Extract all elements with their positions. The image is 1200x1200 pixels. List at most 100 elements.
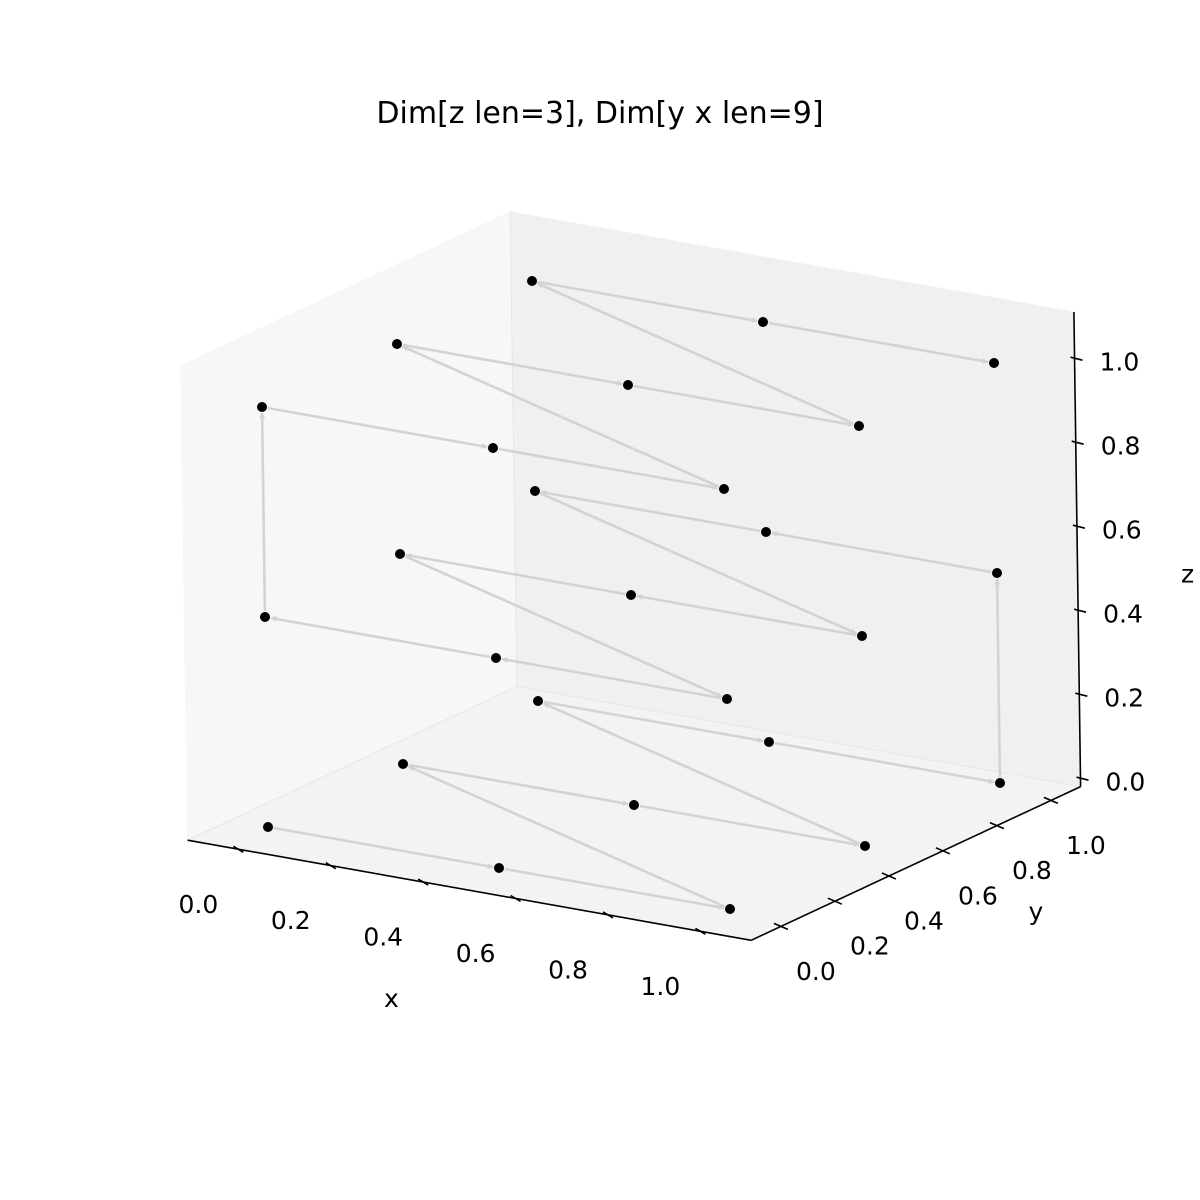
x-tick-mark (510, 894, 522, 903)
y-tick-label: 0.4 (904, 907, 944, 936)
x-tick-mark (602, 911, 614, 919)
data-point (623, 380, 633, 390)
y-tick-label: 1.0 (1066, 831, 1106, 860)
path-arrow (994, 578, 1002, 778)
data-point (488, 443, 498, 453)
path-arrow (501, 656, 722, 700)
path-arrow (259, 412, 267, 612)
pane-seam-back-floor (516, 686, 1081, 788)
data-point (764, 737, 774, 747)
y-tick-label: 0.2 (850, 932, 890, 961)
y-tick-label: 0.0 (796, 957, 836, 986)
y-axis-label: y (1029, 897, 1044, 926)
path-arrow (774, 741, 995, 785)
path-arrow (633, 384, 854, 428)
y-tick-mark (773, 922, 789, 931)
data-point (989, 358, 999, 368)
y-tick-mark (989, 821, 1005, 830)
path-arrow (402, 343, 623, 387)
x-tick-label: 0.6 (456, 939, 496, 968)
path-arrow (540, 489, 761, 533)
data-point (857, 631, 867, 641)
path-arrow (498, 447, 719, 491)
y-tick-label: 0.6 (958, 881, 998, 910)
x-axis-label: x (384, 984, 399, 1013)
x-tick-mark (232, 845, 244, 853)
chart-title: Dim[z len=3], Dim[y x len=9] (376, 96, 824, 131)
path-arrow (636, 593, 857, 637)
data-point (854, 421, 864, 431)
data-point (995, 778, 1005, 788)
data-point (626, 590, 636, 600)
pane-seam-back-left (509, 211, 518, 687)
y-tick-mark (881, 872, 897, 880)
x-tick-mark (417, 878, 429, 886)
path-arrow (542, 702, 861, 845)
z-tick-label: 0.8 (1101, 432, 1141, 461)
z-axis-line (1073, 311, 1082, 787)
y-tick-mark (827, 897, 843, 905)
path-arrow (539, 492, 858, 635)
data-point (260, 612, 270, 622)
data-point (992, 568, 1002, 578)
z-tick-mark (1076, 776, 1089, 781)
data-point (722, 694, 732, 704)
x-tick-label: 0.4 (363, 923, 403, 952)
x-tick-label: 0.8 (548, 955, 588, 984)
path-arrow (536, 282, 855, 425)
data-point (398, 759, 408, 769)
path-arrow (771, 530, 992, 574)
data-point (725, 904, 735, 914)
path-arrow (273, 826, 494, 870)
z-axis-label: z (1181, 560, 1194, 589)
data-point (494, 863, 504, 873)
data-point (530, 486, 540, 496)
path-arrow (267, 406, 488, 450)
x-tick-label: 0.0 (179, 890, 219, 919)
data-point (761, 527, 771, 537)
path-arrow (404, 555, 723, 698)
y-axis-line (750, 785, 1081, 942)
data-point (629, 800, 639, 810)
path-arrow (537, 280, 758, 324)
data-point (257, 402, 267, 412)
y-tick-mark (1043, 796, 1059, 805)
z-tick-label: 0.2 (1104, 684, 1144, 713)
data-point (263, 822, 273, 832)
path-arrow (408, 763, 629, 807)
path-arrow (407, 765, 726, 908)
z-tick-mark (1072, 524, 1086, 529)
data-point (491, 653, 501, 663)
y-tick-label: 0.8 (1012, 856, 1052, 885)
data-point (758, 317, 768, 327)
data-point (527, 276, 537, 286)
pane-seam-left-floor (187, 686, 518, 841)
path-arrow (768, 321, 989, 365)
z-tick-label: 0.6 (1102, 516, 1142, 545)
path-arrow (401, 345, 720, 488)
z-tick-mark (1071, 440, 1084, 445)
x-tick-label: 0.2 (271, 906, 311, 935)
x-axis-line (187, 839, 752, 942)
data-point (392, 339, 402, 349)
path-arrow (639, 804, 860, 848)
x-tick-label: 1.0 (641, 972, 681, 1001)
path-arrow (543, 700, 764, 744)
path-arrow (270, 615, 491, 659)
z-tick-label: 0.0 (1106, 768, 1146, 797)
x-tick-mark (325, 862, 337, 870)
data-point (395, 549, 405, 559)
data-point (533, 696, 543, 706)
x-tick-mark (694, 927, 706, 935)
z-tick-mark (1075, 692, 1088, 697)
y-tick-mark (935, 847, 951, 855)
data-point (719, 484, 729, 494)
data-point (860, 841, 870, 851)
z-tick-mark (1073, 608, 1087, 613)
path-arrow (405, 552, 626, 596)
path-arrow (504, 867, 725, 911)
z-tick-mark (1070, 356, 1083, 361)
z-tick-label: 0.4 (1103, 600, 1143, 629)
z-tick-label: 1.0 (1100, 348, 1140, 377)
